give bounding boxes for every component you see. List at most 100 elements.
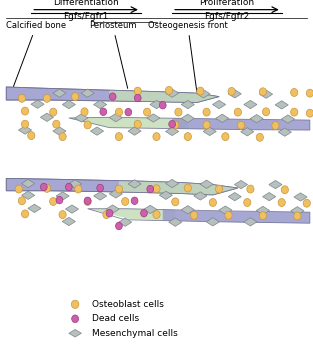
- Circle shape: [143, 108, 151, 116]
- Circle shape: [169, 120, 176, 128]
- Polygon shape: [81, 89, 94, 97]
- Polygon shape: [166, 89, 179, 97]
- Polygon shape: [94, 192, 107, 200]
- Polygon shape: [163, 210, 310, 223]
- Circle shape: [209, 199, 217, 206]
- Circle shape: [306, 109, 313, 117]
- Circle shape: [81, 108, 88, 116]
- Polygon shape: [206, 218, 219, 226]
- Polygon shape: [53, 127, 66, 135]
- Polygon shape: [22, 179, 35, 188]
- Circle shape: [159, 101, 166, 109]
- Polygon shape: [18, 126, 32, 134]
- Circle shape: [153, 210, 160, 219]
- Polygon shape: [109, 190, 122, 198]
- Circle shape: [43, 184, 50, 193]
- Circle shape: [141, 209, 147, 217]
- Circle shape: [59, 132, 66, 141]
- Circle shape: [134, 120, 141, 128]
- Polygon shape: [128, 127, 141, 135]
- Polygon shape: [294, 193, 307, 201]
- Circle shape: [147, 185, 154, 193]
- Circle shape: [222, 132, 229, 141]
- Polygon shape: [166, 127, 179, 136]
- Circle shape: [175, 108, 182, 116]
- Circle shape: [203, 121, 210, 129]
- Circle shape: [18, 95, 26, 102]
- Circle shape: [109, 93, 116, 100]
- Polygon shape: [166, 179, 179, 188]
- Polygon shape: [119, 218, 132, 226]
- Circle shape: [53, 120, 60, 128]
- Circle shape: [225, 211, 232, 219]
- Polygon shape: [181, 206, 194, 214]
- Circle shape: [290, 108, 298, 116]
- Polygon shape: [109, 114, 122, 122]
- Text: Fgfs/Fgfr1: Fgfs/Fgfr1: [64, 12, 109, 21]
- Circle shape: [115, 132, 123, 141]
- Polygon shape: [228, 90, 241, 98]
- Polygon shape: [200, 180, 213, 188]
- Polygon shape: [69, 180, 82, 188]
- Polygon shape: [219, 206, 232, 214]
- Circle shape: [56, 196, 63, 204]
- Polygon shape: [172, 118, 310, 130]
- Polygon shape: [241, 128, 254, 136]
- Circle shape: [74, 185, 82, 193]
- Circle shape: [184, 184, 191, 192]
- Polygon shape: [197, 90, 210, 98]
- Circle shape: [259, 211, 266, 220]
- Circle shape: [281, 186, 288, 194]
- Polygon shape: [147, 114, 160, 122]
- Polygon shape: [56, 192, 69, 200]
- Circle shape: [18, 197, 26, 205]
- Polygon shape: [69, 117, 188, 129]
- Circle shape: [172, 198, 179, 206]
- Polygon shape: [259, 90, 273, 98]
- Polygon shape: [62, 217, 75, 226]
- Polygon shape: [203, 127, 216, 136]
- Circle shape: [115, 222, 122, 230]
- Circle shape: [59, 210, 66, 219]
- Circle shape: [153, 132, 160, 141]
- Polygon shape: [6, 87, 219, 102]
- Circle shape: [303, 199, 310, 207]
- Circle shape: [71, 300, 79, 308]
- Polygon shape: [65, 205, 79, 213]
- Circle shape: [228, 88, 235, 96]
- Polygon shape: [22, 191, 35, 199]
- Circle shape: [272, 121, 279, 129]
- Circle shape: [290, 89, 298, 96]
- Circle shape: [125, 108, 132, 116]
- Circle shape: [203, 108, 210, 116]
- Polygon shape: [269, 180, 282, 189]
- Polygon shape: [40, 113, 54, 121]
- Polygon shape: [6, 178, 238, 195]
- Circle shape: [106, 209, 113, 217]
- Polygon shape: [90, 127, 104, 135]
- Circle shape: [172, 121, 179, 129]
- Circle shape: [84, 197, 91, 206]
- Circle shape: [184, 132, 191, 141]
- Polygon shape: [110, 90, 219, 102]
- Circle shape: [40, 183, 47, 191]
- Polygon shape: [169, 218, 182, 226]
- Circle shape: [71, 93, 79, 101]
- Circle shape: [43, 95, 50, 102]
- Circle shape: [134, 94, 141, 102]
- Polygon shape: [194, 192, 207, 200]
- Polygon shape: [244, 100, 257, 109]
- Circle shape: [21, 210, 28, 218]
- Text: Osteogenesis front: Osteogenesis front: [148, 21, 228, 92]
- Circle shape: [28, 132, 35, 139]
- Circle shape: [238, 121, 245, 129]
- Circle shape: [100, 108, 107, 116]
- Text: Differentiation: Differentiation: [53, 0, 119, 7]
- Circle shape: [115, 108, 123, 116]
- Circle shape: [259, 88, 266, 96]
- Polygon shape: [119, 181, 238, 195]
- Polygon shape: [144, 205, 157, 214]
- Polygon shape: [291, 207, 304, 215]
- Circle shape: [278, 199, 285, 206]
- Polygon shape: [94, 100, 107, 109]
